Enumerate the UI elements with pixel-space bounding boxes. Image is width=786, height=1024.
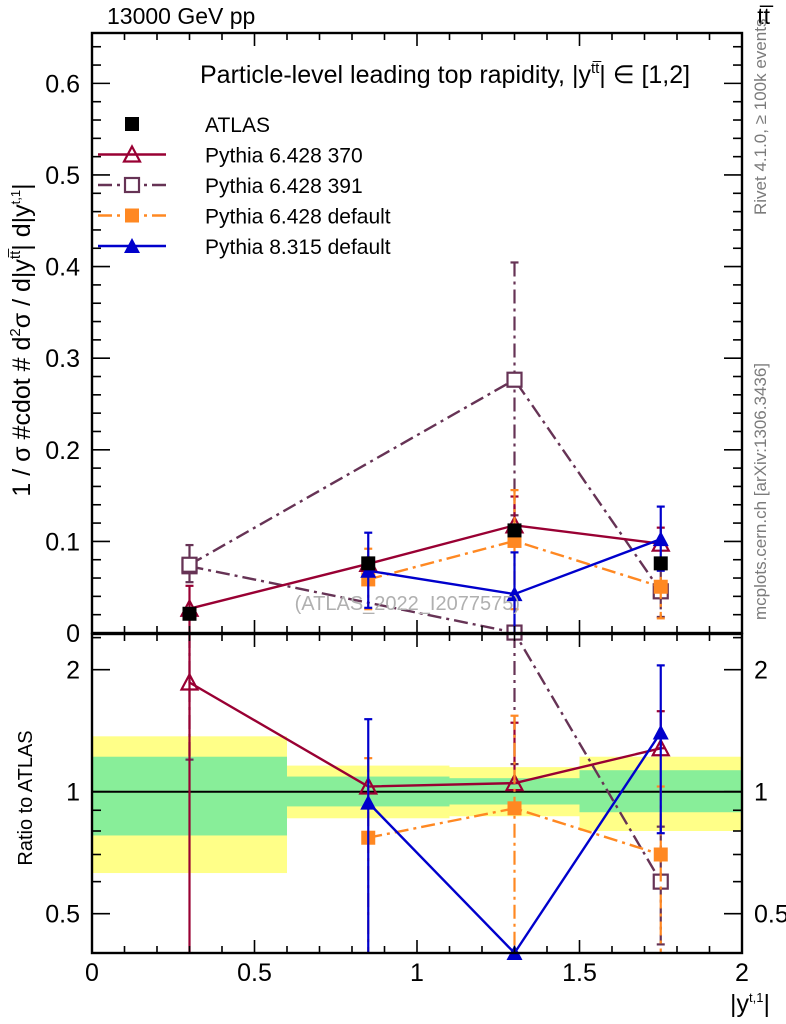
legend-label: Pythia 6.428 default xyxy=(205,206,391,229)
legend-marker-sample xyxy=(123,176,141,194)
header-beam-label: 13000 GeV pp xyxy=(107,3,255,29)
x-axis-label: |yt,1| xyxy=(730,990,770,1018)
x-tick-label: 0.5 xyxy=(237,959,272,987)
ratio-panel-frame xyxy=(90,632,744,955)
legend-label: Pythia 8.315 default xyxy=(205,236,391,259)
svg-text:Particle-level leading top rap: Particle-level leading top rapidity, |yt… xyxy=(200,60,690,89)
axis-tick-labels: 0 0.1 0.2 0.3 0.4 0.5 0.6 0.5 0.5 1 1 2 2 0 0.5 1 1.5 2 xyxy=(45,70,786,987)
y-tick-label-ratio-left: 1 xyxy=(66,779,80,807)
data-point-marker xyxy=(507,533,522,548)
data-point-marker xyxy=(652,531,669,547)
ylabel-part-3: | d|y xyxy=(8,204,36,251)
data-point-marker xyxy=(653,556,668,571)
y-tick-label-main: 0.5 xyxy=(45,162,80,190)
legend-entry[interactable]: Pythia 6.428 391 xyxy=(98,175,363,198)
mcplots-source-label: mcplots.cern.ch [arXiv:1306.3436] xyxy=(751,363,770,620)
y-tick-label-ratio-right: 2 xyxy=(754,657,768,685)
title-part-2: | ∈ [1,2] xyxy=(599,61,690,89)
svg-text:1 / σ #cdot # d2σ / d|ytt̅| d|: 1 / σ #cdot # d2σ / d|ytt̅| d|yt,1| xyxy=(7,183,36,496)
plot-title: Particle-level leading top rapidity, |yt… xyxy=(200,60,690,89)
ylabel-sup-t1: t,1 xyxy=(8,190,23,204)
title-superscript: tt̅ xyxy=(591,60,602,77)
data-point-marker xyxy=(507,523,522,538)
y-tick-label-main: 0 xyxy=(66,620,80,648)
y-tick-label-ratio-left: 2 xyxy=(66,657,80,685)
legend-marker-sample xyxy=(124,238,140,253)
legend-entry[interactable]: Pythia 6.428 370 xyxy=(98,144,363,168)
legend-entry[interactable]: Pythia 8.315 default xyxy=(98,236,391,259)
series-line xyxy=(188,378,662,593)
y-tick-label-main: 0.1 xyxy=(45,528,80,556)
x-tick-label: 1.5 xyxy=(562,959,597,987)
y-tick-label-main: 0.2 xyxy=(45,437,80,465)
ylabel-sup-tt: tt̅ xyxy=(7,248,24,259)
legend-entry[interactable]: Pythia 6.428 default xyxy=(98,206,391,229)
data-point-marker xyxy=(507,801,522,816)
y-tick-label-ratio-right: 0.5 xyxy=(754,901,786,929)
data-point-marker xyxy=(652,724,669,740)
y-axis-label-ratio: Ratio to ATLAS xyxy=(15,730,37,865)
data-point-marker xyxy=(360,794,377,810)
legend-label: Pythia 6.428 391 xyxy=(205,175,363,198)
xlabel-sup: t,1 xyxy=(749,990,763,1005)
series-line xyxy=(189,524,661,610)
data-point-marker xyxy=(179,672,200,691)
ylabel-part-2: σ / d|y xyxy=(8,259,36,329)
xlabel-end: | xyxy=(764,990,771,1018)
y-tick-label-ratio-right: 1 xyxy=(754,779,768,807)
series-line xyxy=(368,807,662,856)
ylabel-sup-2: 2 xyxy=(7,328,24,336)
x-tick-label: 2 xyxy=(735,959,749,987)
title-part-1: Particle-level leading top rapidity, |y xyxy=(200,61,591,89)
ylabel-part-4: | xyxy=(8,183,36,190)
legend-label: Pythia 6.428 370 xyxy=(205,145,363,168)
ylabel-part-1: 1 / σ #cdot # d xyxy=(8,337,36,497)
panel-frames xyxy=(90,31,744,955)
series-0 xyxy=(182,523,668,621)
data-point-marker xyxy=(506,371,523,388)
data-point-marker xyxy=(182,606,197,621)
x-tick-label: 1 xyxy=(410,959,424,987)
data-point-marker xyxy=(506,586,523,602)
series-line xyxy=(367,539,662,588)
legend-marker-sample xyxy=(125,208,139,223)
y-tick-label-ratio-left: 0.5 xyxy=(45,901,80,929)
watermark-label: (ATLAS_2022_I2077575) xyxy=(295,593,520,615)
header-process-label: tt̅ xyxy=(757,3,773,29)
data-point-marker xyxy=(181,556,198,573)
legend-marker-sample xyxy=(122,144,142,163)
rivet-version-label: Rivet 4.1.0, ≥ 100k events xyxy=(751,19,770,215)
x-tick-label: 0 xyxy=(85,959,99,987)
y-tick-label-main: 0.3 xyxy=(45,345,80,373)
xlabel-base: |y xyxy=(730,990,749,1018)
data-point-marker xyxy=(653,847,668,862)
legend: ATLAS Pythia 6.428 370 Pythia 6.428 391 Pyt… xyxy=(98,114,391,259)
y-tick-label-main: 0.4 xyxy=(45,254,80,282)
data-point-marker xyxy=(361,556,376,571)
y-axis-label-main: 1 / σ #cdot # d2σ / d|ytt̅| d|yt,1| xyxy=(7,183,36,496)
legend-marker-sample xyxy=(125,117,139,131)
data-point-marker xyxy=(653,579,668,594)
series-2 xyxy=(181,261,669,619)
series-line xyxy=(188,681,662,788)
legend-entry[interactable]: ATLAS xyxy=(125,114,270,137)
main-panel-series xyxy=(179,261,671,633)
y-tick-label-main: 0.6 xyxy=(45,70,80,98)
legend-label: ATLAS xyxy=(205,114,270,137)
